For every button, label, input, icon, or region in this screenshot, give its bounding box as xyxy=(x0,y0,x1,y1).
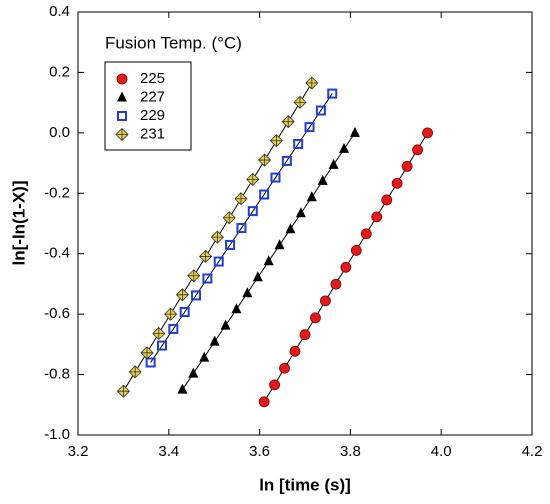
point xyxy=(234,192,248,206)
point xyxy=(304,122,315,133)
x-tick-label: 3.2 xyxy=(68,443,89,460)
y-tick-label: -0.6 xyxy=(44,305,70,322)
point xyxy=(209,335,220,346)
legend-marker xyxy=(115,127,129,142)
point xyxy=(242,287,253,298)
point xyxy=(412,144,423,156)
point xyxy=(360,228,372,240)
point xyxy=(175,288,189,302)
y-tick-label: -0.4 xyxy=(44,245,70,262)
x-tick-label: 3.8 xyxy=(340,443,361,460)
x-tick-label: 4.0 xyxy=(431,443,452,460)
point xyxy=(371,211,383,223)
y-tick-label: 0.2 xyxy=(49,63,70,80)
point xyxy=(188,367,199,378)
point xyxy=(236,223,247,234)
y-axis-label: ln[-ln(1-X)] xyxy=(9,181,28,266)
point xyxy=(328,158,339,169)
point xyxy=(320,295,331,307)
point xyxy=(317,174,328,185)
point xyxy=(391,177,403,189)
point xyxy=(258,396,270,408)
point xyxy=(247,206,258,217)
legend-label: 227 xyxy=(140,88,165,105)
legend-label: 231 xyxy=(140,125,165,142)
point xyxy=(191,290,202,301)
point xyxy=(202,273,213,284)
point xyxy=(259,189,270,200)
point xyxy=(330,278,342,290)
point xyxy=(339,142,350,153)
point xyxy=(381,194,393,206)
point xyxy=(156,340,167,351)
point xyxy=(285,223,296,234)
y-tick-label: -0.8 xyxy=(44,366,70,383)
point xyxy=(152,326,166,341)
legend-label: 229 xyxy=(140,107,165,124)
point xyxy=(274,239,285,250)
point xyxy=(246,172,260,186)
legend-label: 225 xyxy=(140,70,165,87)
point xyxy=(220,319,231,330)
point xyxy=(306,191,317,202)
x-tick-label: 3.4 xyxy=(158,443,179,460)
point xyxy=(140,346,154,360)
y-tick-label: -0.2 xyxy=(44,184,70,201)
point xyxy=(269,134,283,148)
x-axis-label: ln [time (s)] xyxy=(259,475,351,494)
point xyxy=(293,139,304,150)
plot-frame xyxy=(77,11,533,436)
legend-marker xyxy=(116,73,128,85)
point xyxy=(269,379,280,391)
legend-marker xyxy=(117,111,127,121)
point xyxy=(128,365,142,379)
x-tick-label: 4.2 xyxy=(522,443,543,460)
point xyxy=(164,307,178,321)
point xyxy=(401,160,413,172)
y-tick-label: 0.4 xyxy=(49,3,70,20)
point xyxy=(263,255,274,266)
point xyxy=(222,211,236,225)
legend-marker xyxy=(117,91,127,102)
point xyxy=(187,269,201,283)
point xyxy=(145,357,156,368)
x-tick-label: 3.6 xyxy=(249,443,270,460)
point xyxy=(258,153,272,167)
point xyxy=(293,95,307,109)
point xyxy=(270,172,281,183)
point xyxy=(305,76,319,90)
point xyxy=(210,230,224,244)
point xyxy=(177,383,188,394)
point xyxy=(231,303,242,314)
point xyxy=(199,249,213,263)
y-tick-label: -1.0 xyxy=(44,426,70,443)
point xyxy=(281,155,292,166)
legend-title: Fusion Temp. (°C) xyxy=(105,33,242,52)
point xyxy=(213,256,224,267)
point xyxy=(350,244,362,256)
point xyxy=(252,271,263,282)
point xyxy=(349,126,360,137)
point xyxy=(179,307,190,318)
point xyxy=(422,127,433,139)
fit-line xyxy=(150,93,333,363)
y-tick-label: 0.0 xyxy=(49,124,70,141)
point xyxy=(225,239,236,250)
point xyxy=(327,88,338,99)
point xyxy=(116,384,130,398)
point xyxy=(340,261,352,273)
point xyxy=(281,115,295,129)
point xyxy=(279,362,290,374)
point xyxy=(168,323,179,334)
point xyxy=(199,351,210,362)
point xyxy=(310,312,321,324)
point xyxy=(289,345,301,357)
point xyxy=(295,207,306,218)
point xyxy=(315,105,326,116)
point xyxy=(299,329,311,341)
